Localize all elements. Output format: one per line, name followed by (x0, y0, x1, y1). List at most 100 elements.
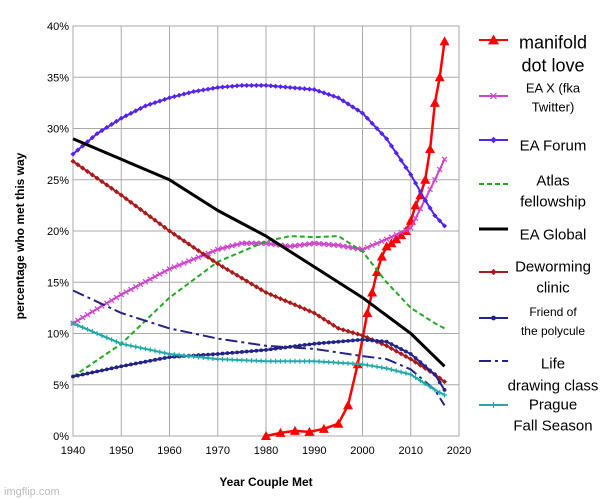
data-point (388, 345, 395, 352)
data-point (345, 328, 351, 334)
data-point (417, 189, 423, 195)
data-point (359, 332, 366, 339)
data-point (289, 425, 300, 435)
data-point (335, 95, 341, 101)
y-tick-label: 35% (47, 72, 69, 84)
data-point (118, 341, 124, 347)
data-point (219, 245, 226, 252)
data-point (94, 306, 100, 312)
data-point (138, 360, 143, 365)
data-point (367, 287, 378, 297)
data-point (403, 353, 409, 360)
y-axis-title: percentage who met this way (13, 152, 27, 319)
series-4 (72, 137, 446, 368)
data-point (248, 82, 255, 89)
data-point (404, 349, 408, 354)
data-point (439, 36, 450, 46)
data-point (292, 358, 298, 364)
legend-label: EA X (fka (526, 81, 581, 96)
data-point (336, 339, 341, 344)
data-point (287, 300, 293, 306)
data-point (79, 314, 86, 321)
data-point (210, 356, 216, 362)
data-point (113, 294, 120, 301)
data-point (176, 262, 182, 268)
data-point (436, 166, 443, 173)
data-point (235, 350, 239, 355)
data-point (80, 324, 86, 330)
data-point (432, 387, 438, 393)
data-point (345, 244, 351, 250)
data-point (340, 98, 346, 104)
data-point (283, 345, 288, 350)
data-point (239, 240, 245, 247)
data-point (432, 213, 438, 219)
data-point (441, 379, 448, 385)
data-point (306, 308, 312, 314)
data-point (490, 136, 497, 144)
data-point (89, 135, 95, 141)
data-point (418, 360, 423, 365)
data-point (369, 363, 375, 369)
y-tick-label: 25% (47, 175, 69, 187)
series-line (265, 41, 446, 438)
data-point (220, 84, 226, 90)
legend-label: Friend of (529, 305, 577, 319)
data-point (190, 256, 197, 263)
data-point (389, 342, 394, 347)
data-point (381, 241, 392, 251)
data-point (186, 90, 192, 96)
data-point (350, 338, 355, 343)
data-point (273, 294, 279, 300)
data-point (75, 322, 81, 328)
data-point (157, 349, 163, 355)
data-point (437, 390, 443, 395)
data-point (432, 372, 437, 377)
data-point (171, 231, 177, 237)
legend-label: fellowship (520, 193, 586, 210)
data-point (75, 147, 81, 153)
data-point (166, 266, 173, 272)
y-tick-label: 40% (47, 21, 69, 33)
data-point (142, 103, 148, 109)
data-point (427, 205, 433, 211)
data-point (239, 275, 245, 281)
data-point (119, 364, 124, 369)
data-point (239, 357, 245, 363)
data-point (408, 372, 414, 377)
data-point (166, 228, 173, 234)
data-point (157, 357, 162, 361)
x-tick-label: 1950 (109, 445, 133, 457)
data-point (304, 426, 315, 436)
y-tick-label: 5% (53, 380, 69, 392)
data-point (403, 227, 409, 234)
data-point (142, 346, 148, 352)
data-point (355, 338, 360, 342)
data-point (132, 284, 139, 290)
data-point (259, 348, 264, 353)
data-point (142, 210, 148, 216)
data-point (263, 289, 269, 296)
data-point (244, 349, 249, 354)
data-point (268, 241, 274, 247)
data-point (142, 278, 149, 285)
data-point (331, 360, 336, 365)
data-point (195, 248, 202, 254)
data-point (248, 281, 255, 287)
data-point (326, 340, 331, 345)
data-point (326, 359, 332, 365)
data-point (89, 308, 96, 315)
data-point (263, 358, 269, 364)
data-point (311, 240, 318, 247)
data-point (162, 96, 168, 102)
data-point (157, 221, 163, 227)
data-point (205, 86, 211, 92)
data-point (282, 84, 288, 90)
data-point (282, 358, 288, 364)
data-point (413, 180, 419, 186)
data-point (176, 352, 182, 358)
data-point (123, 196, 129, 202)
legend-entry: Atlas fellowship (479, 172, 586, 210)
y-tick-label: 30% (47, 124, 69, 136)
data-point (413, 356, 418, 361)
